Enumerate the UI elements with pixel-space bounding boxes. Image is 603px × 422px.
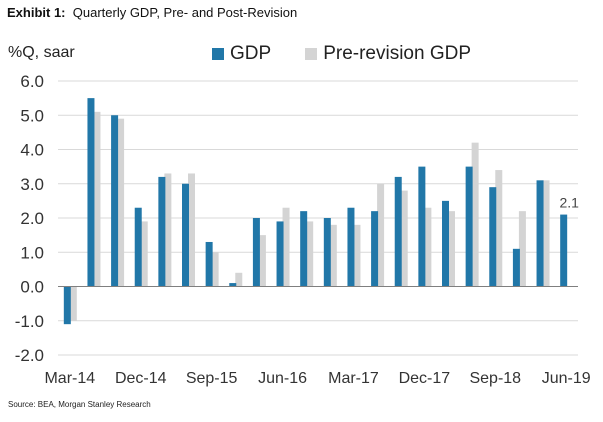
bar-pre-revision-gdp [164, 173, 172, 287]
chart-title: Exhibit 1: Quarterly GDP, Pre- and Post-… [7, 5, 297, 20]
legend-label-pre-revision: Pre-revision GDP [323, 43, 472, 64]
bar-pre-revision-gdp [306, 221, 314, 287]
bar-pre-revision-gdp [377, 183, 385, 287]
bar-gdp [512, 248, 520, 287]
y-tick-label: 3.0 [20, 175, 44, 194]
bar-gdp [442, 200, 449, 287]
x-tick-label: Mar-14 [44, 370, 95, 387]
bar-gdp [418, 166, 426, 287]
x-tick-label: Jun-16 [258, 370, 307, 387]
x-tick-label: Jun-19 [542, 370, 591, 387]
y-tick-label: 2.0 [20, 209, 44, 228]
bar-pre-revision-gdp [117, 118, 125, 287]
bar-pre-revision-gdp [93, 111, 101, 287]
bar-pre-revision-gdp [188, 173, 195, 287]
bar-gdp [465, 166, 473, 287]
legend-item-gdp: GDP [212, 43, 271, 65]
x-tick-label: Sep-18 [469, 370, 521, 387]
bar-pre-revision-gdp [211, 252, 219, 287]
bar-pre-revision-gdp [329, 224, 337, 287]
y-tick-label: 4.0 [20, 141, 44, 160]
bar-gdp [300, 211, 308, 287]
bar-gdp [111, 115, 119, 287]
legend-item-pre-revision: Pre-revision GDP [305, 43, 471, 65]
y-tick-label: 5.0 [20, 106, 44, 125]
bar-gdp [323, 218, 331, 287]
y-tick-label: 1.0 [20, 243, 44, 262]
y-tick-label: 6.0 [20, 72, 44, 91]
x-tick-label: Dec-14 [115, 370, 167, 387]
legend-swatch-gdp [212, 48, 224, 60]
bar-gdp [182, 183, 189, 287]
bar-pre-revision-gdp [448, 211, 455, 287]
bar-pre-revision-gdp [542, 180, 550, 287]
bar-gdp [560, 214, 568, 287]
bar-gdp [134, 207, 142, 287]
bar-pre-revision-gdp [258, 235, 266, 287]
bar-gdp [371, 211, 379, 287]
x-tick-label: Sep-15 [186, 370, 238, 387]
y-tick-label: -1.0 [15, 312, 44, 331]
bar-pre-revision-gdp [353, 224, 361, 287]
exhibit-label: Exhibit 1: [7, 5, 66, 20]
bar-pre-revision-gdp [471, 142, 479, 287]
bar-pre-revision-gdp [518, 211, 526, 287]
bar-gdp [489, 187, 497, 287]
x-tick-label: Dec-17 [399, 370, 451, 387]
bar-gdp [63, 286, 71, 325]
bar-gdp [394, 176, 402, 287]
legend-swatch-pre-revision [305, 48, 318, 60]
legend-label-gdp: GDP [230, 43, 272, 64]
bar-pre-revision-gdp [495, 170, 503, 287]
title-text: Quarterly GDP, Pre- and Post-Revision [72, 5, 298, 20]
bar-gdp [252, 218, 260, 287]
legend: GDP Pre-revision GDP [212, 43, 497, 65]
source-note: Source: BEA, Morgan Stanley Research [8, 400, 151, 409]
bar-gdp [276, 221, 284, 287]
bar-gdp [536, 180, 544, 287]
bar-pre-revision-gdp [140, 221, 148, 287]
bar-gdp [229, 283, 237, 287]
bar-gdp [87, 98, 95, 287]
bar-pre-revision-gdp [235, 272, 243, 287]
bar-pre-revision-gdp [424, 207, 432, 287]
bar-gdp [347, 207, 355, 287]
x-tick-label: Mar-17 [328, 370, 379, 387]
bar-pre-revision-gdp [69, 286, 77, 321]
bar-gdp [158, 176, 166, 287]
data-label: 2.1 [559, 195, 579, 211]
y-tick-label: -2.0 [15, 346, 44, 365]
y-tick-label: 0.0 [20, 278, 44, 297]
y-axis-unit: %Q, saar [8, 44, 75, 61]
bar-pre-revision-gdp [400, 190, 408, 287]
bar-gdp [205, 241, 213, 287]
bar-pre-revision-gdp [282, 207, 290, 287]
